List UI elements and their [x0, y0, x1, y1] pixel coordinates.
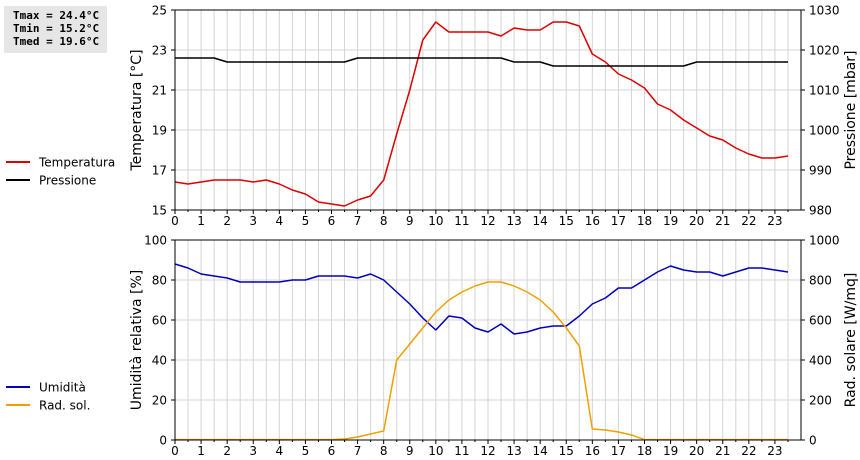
- bottom-xtick-label: 1: [197, 444, 205, 458]
- top-ytick-left-label: 21: [152, 84, 167, 98]
- top-legend-label: Pressione: [39, 174, 96, 188]
- top-ytick-right-label: 1000: [809, 124, 840, 138]
- top-ytick-right-label: 1030: [809, 4, 840, 18]
- bottom-xtick-label: 10: [428, 444, 443, 458]
- bottom-ytick-left-label: 0: [159, 434, 167, 448]
- top-xtick-label: 12: [480, 214, 495, 228]
- top-xtick-label: 17: [611, 214, 626, 228]
- top-ytick-right-label: 980: [809, 204, 832, 218]
- bottom-xtick-label: 17: [611, 444, 626, 458]
- bottom-ytick-right-label: 1000: [809, 234, 840, 248]
- top-series-temperatura: [174, 21, 789, 207]
- bottom-xtick-label: 11: [454, 444, 469, 458]
- bottom-xtick-label: 14: [533, 444, 548, 458]
- bottom-ytick-right-label: 0: [809, 434, 817, 448]
- top-xtick-label: 11: [454, 214, 469, 228]
- top-ytick-right-label: 990: [809, 164, 832, 178]
- top-ylabel-left: Temperatura [°C]: [129, 49, 145, 171]
- top-ylabel-right: Pressione [mbar]: [843, 50, 859, 169]
- top-xtick-label: 9: [406, 214, 414, 228]
- bottom-xtick-label: 21: [715, 444, 730, 458]
- bottom-xtick-label: 13: [506, 444, 521, 458]
- bottom-xtick-label: 22: [741, 444, 756, 458]
- top-ytick-right-label: 1020: [809, 44, 840, 58]
- bottom-xtick-label: 6: [328, 444, 336, 458]
- top-xtick-label: 5: [302, 214, 310, 228]
- stat-tmed: Tmed = 19.6°C: [13, 35, 100, 48]
- top-ytick-right-label: 1010: [809, 84, 840, 98]
- top-ytick-left-label: 15: [152, 204, 167, 218]
- top-xtick-label: 13: [506, 214, 521, 228]
- bottom-xtick-label: 15: [559, 444, 574, 458]
- bottom-ytick-left-label: 100: [144, 234, 167, 248]
- top-xtick-label: 23: [767, 214, 782, 228]
- bottom-xtick-label: 19: [663, 444, 678, 458]
- top-xtick-label: 22: [741, 214, 756, 228]
- bottom-series-umidit: [174, 263, 789, 335]
- top-legend-label: Temperatura: [38, 156, 115, 170]
- bottom-ytick-left-label: 40: [152, 354, 167, 368]
- top-xtick-label: 14: [533, 214, 548, 228]
- bottom-xtick-label: 20: [689, 444, 704, 458]
- top-xtick-label: 10: [428, 214, 443, 228]
- stat-tmax: Tmax = 24.4°C: [13, 9, 100, 22]
- bottom-xtick-label: 2: [223, 444, 231, 458]
- top-ytick-left-label: 19: [152, 124, 167, 138]
- top-xtick-label: 19: [663, 214, 678, 228]
- bottom-ytick-right-label: 200: [809, 394, 832, 408]
- top-xtick-label: 0: [171, 214, 179, 228]
- bottom-legend-label: Umidità: [39, 381, 86, 395]
- bottom-ytick-left-label: 80: [152, 274, 167, 288]
- top-ytick-left-label: 17: [152, 164, 167, 178]
- bottom-xtick-label: 8: [380, 444, 388, 458]
- bottom-ytick-right-label: 600: [809, 314, 832, 328]
- bottom-xtick-label: 3: [249, 444, 257, 458]
- bottom-xtick-label: 9: [406, 444, 414, 458]
- top-xtick-label: 4: [276, 214, 284, 228]
- bottom-xtick-label: 16: [585, 444, 600, 458]
- top-xtick-label: 8: [380, 214, 388, 228]
- top-xtick-label: 3: [249, 214, 257, 228]
- bottom-xtick-label: 7: [354, 444, 362, 458]
- top-xtick-label: 6: [328, 214, 336, 228]
- bottom-xtick-label: 5: [302, 444, 310, 458]
- bottom-ytick-left-label: 60: [152, 314, 167, 328]
- bottom-plot-frame: [174, 239, 802, 441]
- top-ytick-left-label: 23: [152, 44, 167, 58]
- bottom-ylabel-right: Rad. solare [W/mq]: [843, 273, 859, 408]
- top-xtick-label: 2: [223, 214, 231, 228]
- stat-tmin: Tmin = 15.2°C: [13, 22, 100, 35]
- bottom-xtick-label: 12: [480, 444, 495, 458]
- top-xtick-label: 20: [689, 214, 704, 228]
- bottom-xtick-label: 4: [276, 444, 284, 458]
- bottom-ylabel-left: Umidità relativa [%]: [129, 270, 145, 411]
- bottom-ytick-left-label: 20: [152, 394, 167, 408]
- top-xtick-label: 1: [197, 214, 205, 228]
- bottom-xtick-label: 18: [637, 444, 652, 458]
- top-xtick-label: 15: [559, 214, 574, 228]
- top-ytick-left-label: 25: [152, 4, 167, 18]
- bottom-ytick-right-label: 800: [809, 274, 832, 288]
- bottom-xtick-label: 23: [767, 444, 782, 458]
- top-plot-frame: [174, 9, 802, 211]
- top-xtick-label: 21: [715, 214, 730, 228]
- top-xtick-label: 16: [585, 214, 600, 228]
- stats-box: Tmax = 24.4°C Tmin = 15.2°C Tmed = 19.6°…: [4, 6, 107, 53]
- bottom-legend-label: Rad. sol.: [39, 399, 90, 413]
- bottom-xtick-label: 0: [171, 444, 179, 458]
- top-xtick-label: 18: [637, 214, 652, 228]
- top-xtick-label: 7: [354, 214, 362, 228]
- top-series-pressione: [175, 57, 788, 67]
- bottom-ytick-right-label: 400: [809, 354, 832, 368]
